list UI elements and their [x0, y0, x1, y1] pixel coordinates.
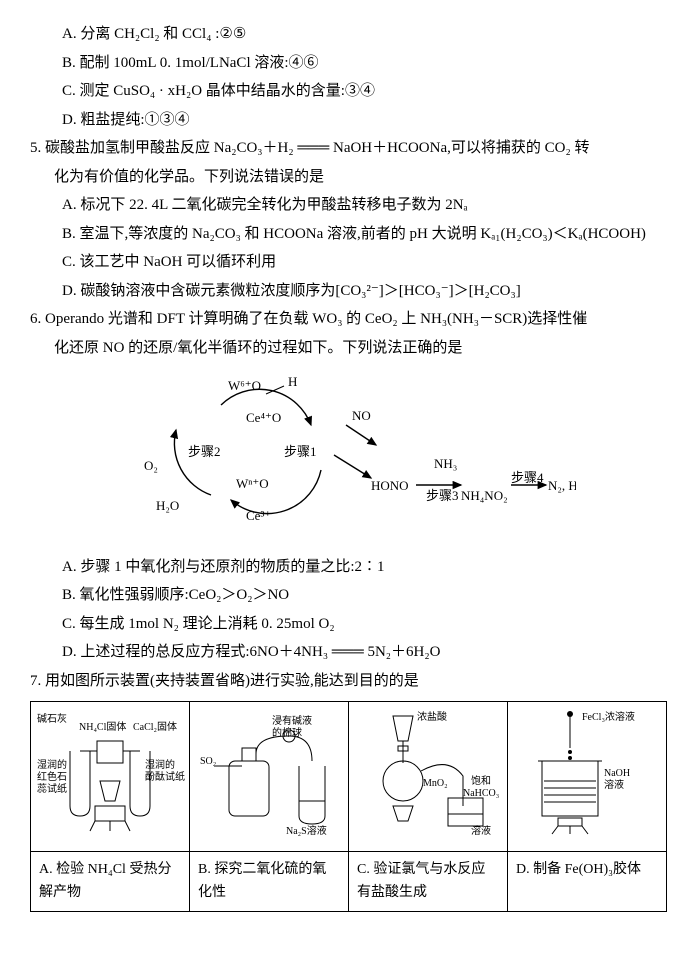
q7-caption-d: D. 制备 Fe(OH)₃胶体	[508, 851, 667, 912]
lbl-h2o: H₂O	[156, 498, 179, 513]
lbl-o2: O₂	[144, 458, 158, 473]
svg-text:碱石灰: 碱石灰	[37, 712, 67, 725]
lbl-n2h2o: N₂, H₂O	[548, 478, 576, 493]
svg-text:浸有碱液: 浸有碱液	[272, 714, 312, 727]
svg-text:红色石: 红色石	[37, 770, 67, 783]
lbl-ce4o: Ce⁴⁺O	[246, 410, 281, 425]
q5-stem-line1: 5. 碳酸盐加氢制甲酸盐反应 Na₂CO₃＋H₂ ═══ NaOH＋HCOONa…	[30, 134, 662, 163]
q4-option-c: C. 测定 CuSO₄ · xH₂O 晶体中结晶水的含量:③④	[30, 77, 662, 106]
svg-text:蕊试纸: 蕊试纸	[37, 782, 67, 795]
lbl-step2: 步骤2	[188, 444, 221, 459]
svg-text:NH₄Cl固体: NH₄Cl固体	[79, 721, 126, 733]
q5-option-c: C. 该工艺中 NaOH 可以循环利用	[30, 248, 662, 277]
lbl-step1: 步骤1	[284, 444, 317, 459]
lbl-wno: Wⁿ⁺O	[236, 476, 269, 491]
q5-option-b: B. 室温下,等浓度的 Na₂CO₃ 和 HCOONa 溶液,前者的 pH 大说…	[30, 220, 662, 249]
q7-caption-c: C. 验证氯气与水反应有盐酸生成	[349, 851, 508, 912]
svg-text:溶液: 溶液	[604, 778, 624, 791]
q6-option-d: D. 上述过程的总反应方程式:6NO＋4NH₃ ═══ 5N₂＋6H₂O	[30, 638, 662, 667]
q7-stem: 7. 用如图所示装置(夹持装置省略)进行实验,能达到目的的是	[30, 667, 662, 696]
lbl-w6o: W⁶⁺O	[228, 378, 261, 393]
q4-option-b: B. 配制 100mL 0. 1mol/LNaCl 溶液:④⑥	[30, 49, 662, 78]
lbl-step4: 步骤4	[511, 470, 544, 485]
svg-text:MnO₂: MnO₂	[423, 778, 448, 789]
lbl-h: H	[288, 374, 297, 389]
svg-text:NaHCO₃: NaHCO₃	[463, 788, 499, 799]
q7-cell-a-figure: 碱石灰 NH₄Cl固体 CaCl₂固体 湿润的 红色石 蕊试纸 湿润的 酚酞试纸	[31, 702, 190, 852]
q6-option-a: A. 步骤 1 中氧化剂与还原剂的物质的量之比:2∶1	[30, 553, 662, 582]
q6-option-c: C. 每生成 1mol N₂ 理论上消耗 0. 25mol O₂	[30, 610, 662, 639]
svg-text:酚酞试纸: 酚酞试纸	[145, 770, 185, 783]
q7-cell-d-figure: FeCl₃浓溶液 NaOH 溶液	[508, 702, 667, 852]
svg-text:的棉球: 的棉球	[272, 726, 302, 739]
svg-text:CaCl₂固体: CaCl₂固体	[133, 721, 177, 733]
lbl-ce3: Ce³⁺	[246, 508, 271, 523]
lbl-no: NO	[352, 408, 371, 423]
q6-stem-line1: 6. Operando 光谱和 DFT 计算明确了在负载 WO₃ 的 CeO₂ …	[30, 305, 662, 334]
lbl-nh4no2: NH₄NO₂	[461, 488, 508, 503]
svg-text:NaOH: NaOH	[604, 768, 630, 779]
svg-text:Na₂S溶液: Na₂S溶液	[286, 824, 327, 836]
q7-experiment-table: 碱石灰 NH₄Cl固体 CaCl₂固体 湿润的 红色石 蕊试纸 湿润的 酚酞试纸…	[30, 701, 667, 912]
svg-text:浓盐酸: 浓盐酸	[417, 710, 447, 723]
q5-option-d: D. 碳酸钠溶液中含碳元素微粒浓度顺序为[CO₃²⁻]＞[HCO₃⁻]＞[H₂C…	[30, 277, 662, 306]
q7-cell-c-figure: 浓盐酸 MnO₂ 饱和 NaHCO₃ 溶液	[349, 702, 508, 852]
lbl-nh3: NH₃	[434, 456, 457, 471]
q6-cycle-diagram: W⁶⁺O H Ce⁴⁺O 步骤2 步骤1 NO O₂ H₂O Wⁿ⁺O Ce³⁺…	[30, 370, 662, 541]
q5-option-a: A. 标况下 22. 4L 二氧化碳完全转化为甲酸盐转移电子数为 2Nₐ	[30, 191, 662, 220]
q6-stem-line2: 化还原 NO 的还原/氧化半循环的过程如下。下列说法正确的是	[30, 334, 662, 363]
q5-stem-line2: 化为有价值的化学品。下列说法错误的是	[30, 163, 662, 192]
lbl-step3: 步骤3	[426, 488, 459, 503]
lbl-hono: HONO	[371, 478, 409, 493]
q7-caption-b: B. 探究二氧化硫的氧化性	[190, 851, 349, 912]
svg-text:溶液: 溶液	[471, 824, 491, 836]
q4-option-d: D. 粗盐提纯:①③④	[30, 106, 662, 135]
svg-text:湿润的: 湿润的	[37, 758, 67, 771]
svg-text:SO₂: SO₂	[200, 756, 216, 767]
svg-text:FeCl₃浓溶液: FeCl₃浓溶液	[582, 710, 635, 723]
svg-text:湿润的: 湿润的	[145, 758, 175, 771]
q7-cell-b-figure: 浸有碱液 的棉球 SO₂ Na₂S溶液	[190, 702, 349, 852]
q6-option-b: B. 氧化性强弱顺序:CeO₂＞O₂＞NO	[30, 581, 662, 610]
svg-text:饱和: 饱和	[471, 775, 491, 787]
q7-caption-a: A. 检验 NH₄Cl 受热分解产物	[31, 851, 190, 912]
q4-option-a: A. 分离 CH₂Cl₂ 和 CCl₄ :②⑤	[30, 20, 662, 49]
